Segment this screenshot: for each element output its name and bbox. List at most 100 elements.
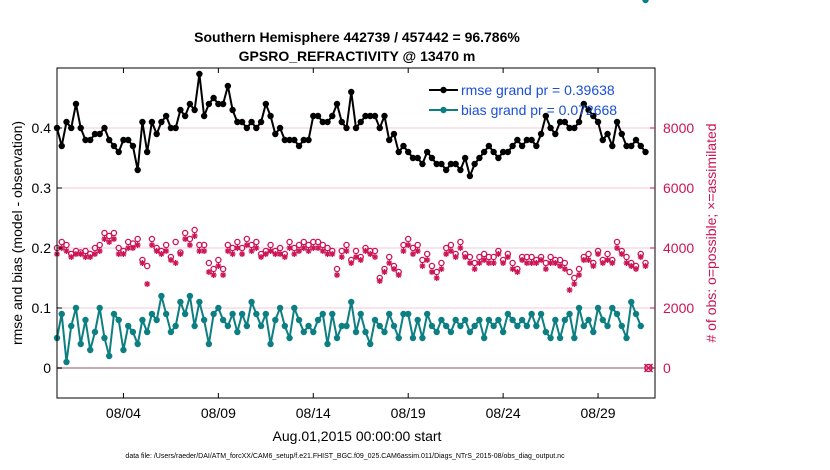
rmse-point [177, 106, 184, 114]
bias-point [310, 328, 317, 336]
obs-possible-point [604, 250, 611, 258]
obs-possible-point [63, 241, 70, 249]
rmse-point [556, 118, 564, 126]
bias-point [348, 298, 355, 306]
bias-point [447, 328, 455, 336]
rmse-point [276, 124, 284, 132]
x-tick-label: 08/04 [106, 405, 141, 421]
plot-frame [56, 67, 656, 399]
bias-point [628, 298, 635, 306]
obs-assimilated-point [163, 248, 170, 254]
y-tick-label: 0 [43, 360, 51, 376]
obs-assimilated-point [500, 260, 507, 266]
rmse-point [186, 100, 194, 108]
bias-point [471, 322, 478, 330]
rmse-point [238, 118, 246, 126]
obs-possible-point [234, 238, 241, 246]
obs-possible-point [191, 226, 198, 234]
obs-assimilated-point [609, 260, 616, 266]
obs-assimilated-point [409, 251, 416, 257]
obs-assimilated-point [334, 272, 341, 278]
rmse-point [172, 124, 179, 132]
bias-point [124, 322, 132, 330]
bias-point [504, 310, 512, 318]
obs-assimilated-point [614, 245, 621, 251]
bias-point [248, 298, 255, 306]
obs-possible-point [253, 238, 260, 246]
bias-series [53, 0, 649, 366]
obs-assimilated-point [106, 239, 113, 245]
bias-point [234, 328, 241, 336]
bias-point [604, 322, 611, 330]
legend-rmse-marker [440, 86, 447, 94]
obs-possible-point [566, 268, 573, 276]
bias-point [357, 310, 364, 318]
bias-point [196, 298, 203, 306]
rmse-point [419, 160, 426, 168]
bias-point [286, 334, 293, 342]
obs-assimilated-point [424, 257, 431, 263]
obs-possible-point [148, 235, 156, 243]
obs-assimilated-point [362, 248, 369, 254]
obs-possible-point [547, 253, 554, 261]
bias-point [457, 322, 464, 330]
obs-assimilated-point [466, 260, 473, 266]
obs-assimilated-point [557, 263, 564, 269]
bias-point [87, 346, 94, 354]
bias-point [333, 334, 341, 342]
rmse-point [461, 154, 469, 162]
obs-assimilated-point [452, 254, 459, 260]
y2-tick-label: 2000 [663, 300, 694, 316]
bias-point [613, 310, 621, 318]
obs-possible-point [480, 250, 488, 258]
obs-assimilated-point [490, 260, 497, 266]
bias-point [414, 316, 421, 324]
x-tick-label: 08/19 [391, 405, 426, 421]
rmse-point [499, 148, 507, 156]
rmse-point [101, 124, 108, 132]
rmse-point [205, 100, 213, 108]
obs-possible-point [438, 259, 445, 267]
obs-assimilated-point [315, 245, 322, 251]
bias-point [480, 334, 488, 342]
y-tick-label: 0.3 [32, 180, 52, 196]
rmse-point [295, 142, 303, 150]
obs-assimilated-point [148, 242, 155, 248]
bias-point [571, 334, 578, 342]
rmse-point [433, 160, 440, 168]
obs-possible-point [423, 250, 431, 258]
bias-point [291, 304, 298, 312]
rmse-point [537, 130, 545, 138]
rmse-point [618, 130, 625, 138]
rmse-point [438, 160, 445, 168]
obs-assimilated-point [72, 251, 79, 257]
bias-point [623, 334, 630, 342]
bias-point [162, 310, 170, 318]
bias-point [238, 310, 246, 318]
rmse-point [423, 148, 431, 156]
bias-point [243, 322, 251, 330]
bias-point [324, 340, 331, 348]
rmse-point [234, 118, 241, 126]
obs-possible-point [490, 253, 497, 261]
rmse-point [405, 148, 412, 156]
obs-assimilated-point [243, 242, 250, 248]
bias-line [56, 295, 642, 363]
obs-possible-point [105, 232, 113, 240]
obs-assimilated-point [139, 260, 146, 266]
obs-assimilated-point [628, 263, 635, 269]
rmse-point [210, 94, 217, 102]
rmse-point [447, 160, 455, 168]
rmse-point [343, 124, 350, 132]
rmse-point [134, 166, 141, 174]
obs-assimilated-point [381, 269, 388, 275]
obs-possible-point [215, 256, 222, 264]
obs-assimilated-point [405, 242, 412, 248]
obs-possible-point [162, 241, 170, 249]
obs-assimilated-point [462, 254, 469, 260]
rmse-point [386, 136, 393, 144]
rmse-point [58, 142, 65, 150]
bias-point [267, 340, 274, 348]
rmse-point [181, 112, 189, 120]
obs-assimilated-point [623, 260, 630, 266]
